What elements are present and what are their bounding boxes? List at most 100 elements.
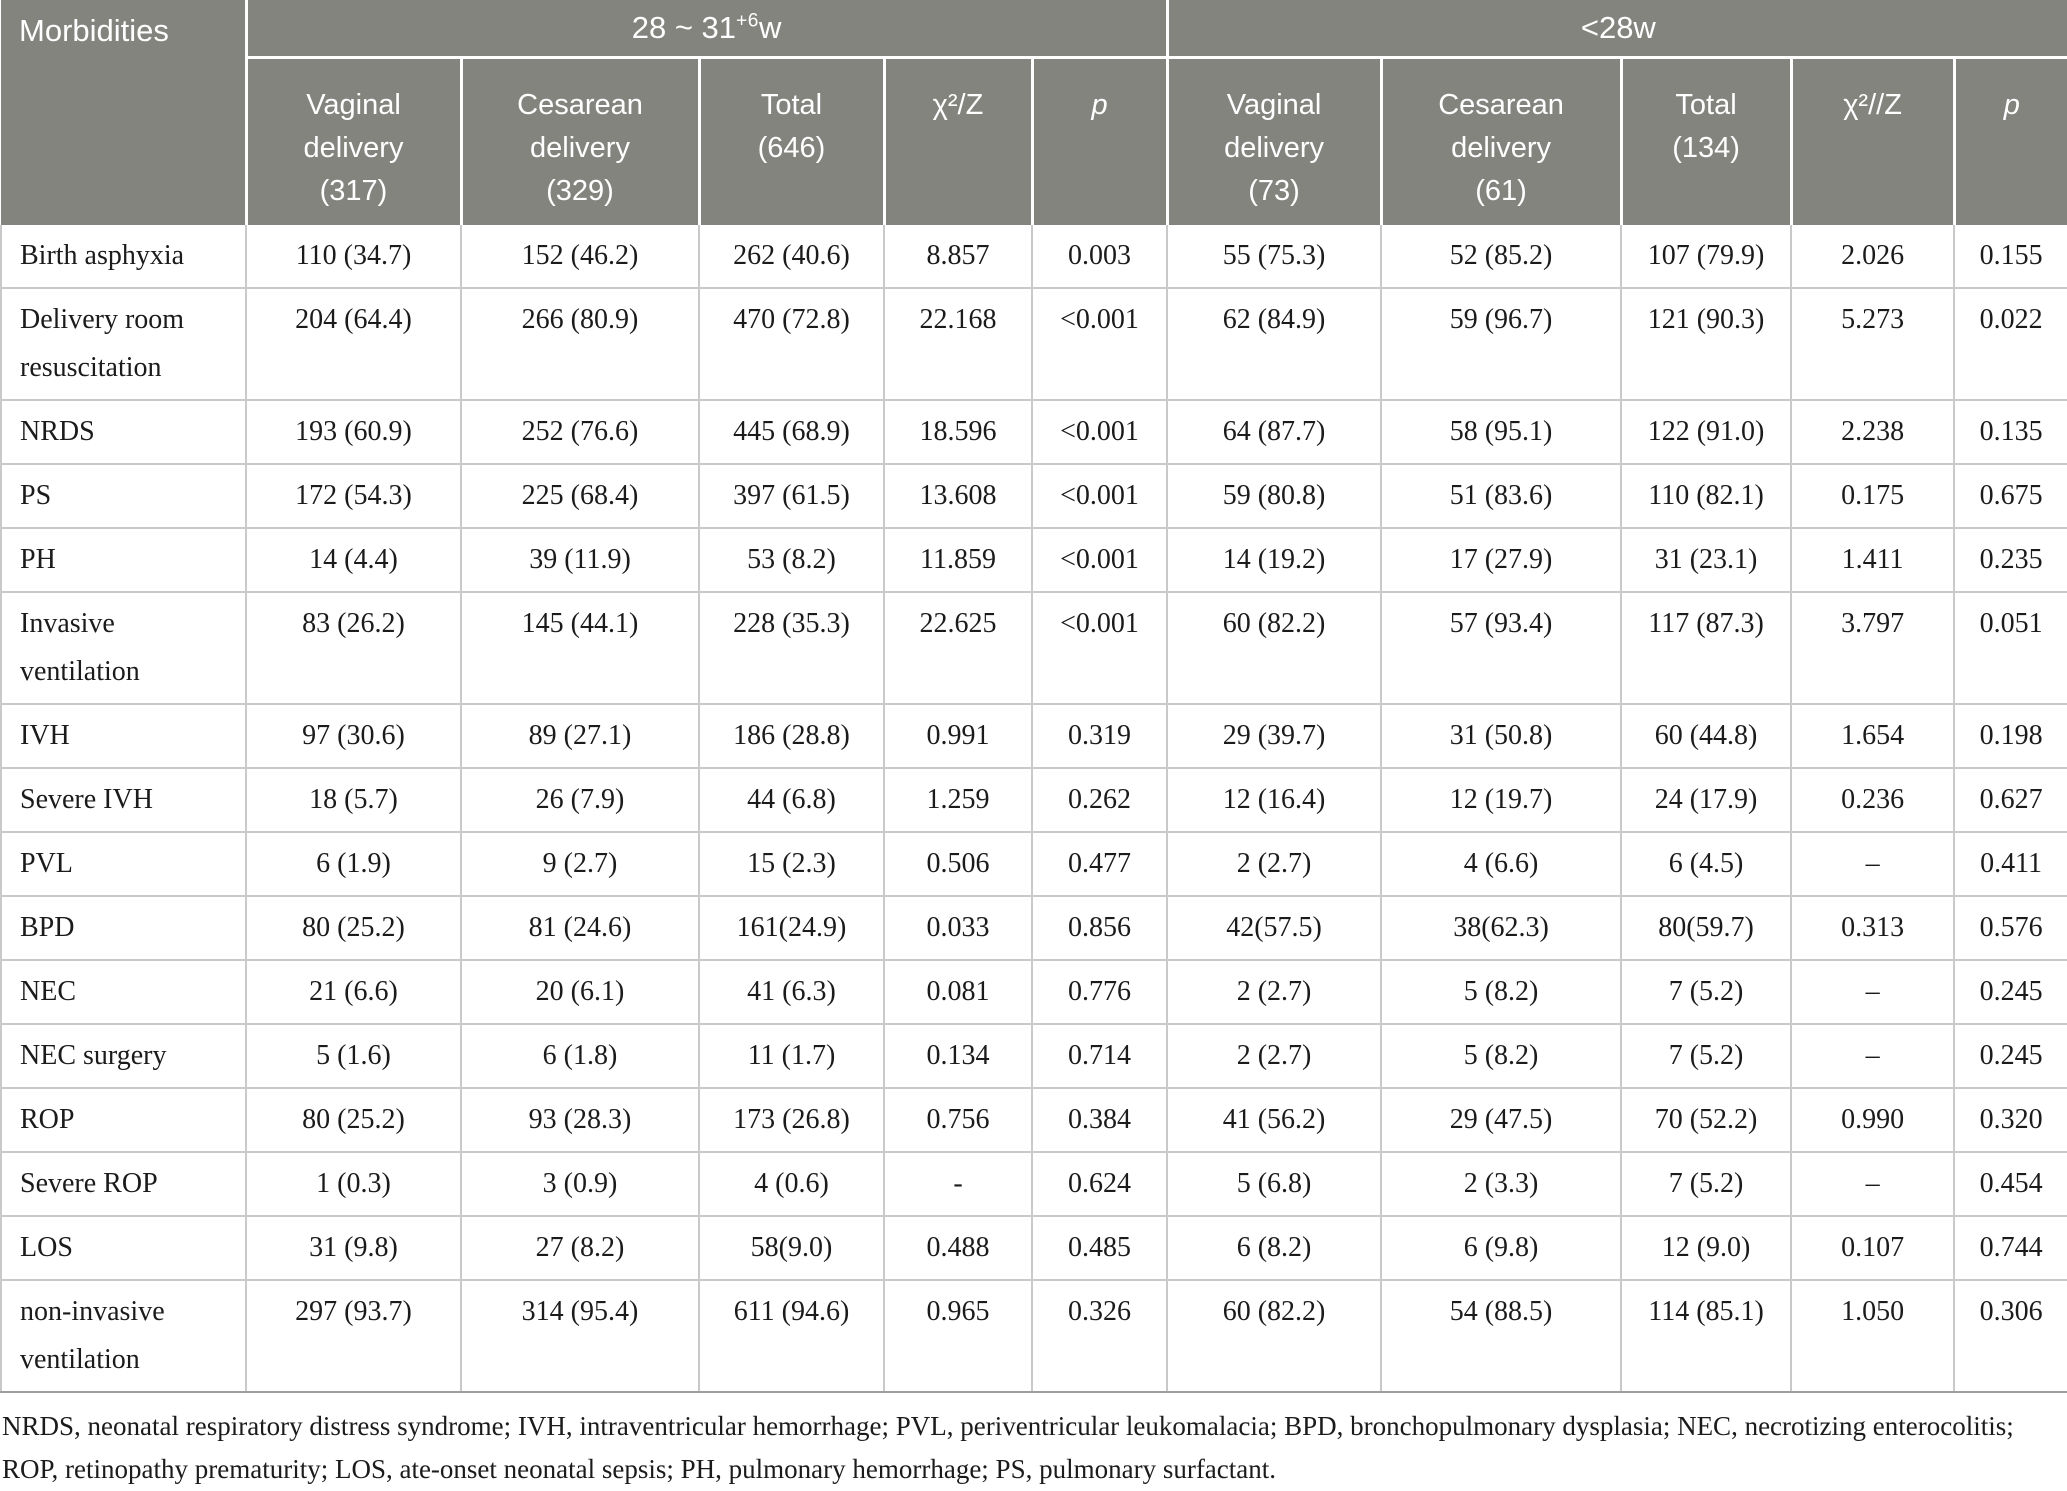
data-cell: 51 (83.6) <box>1380 464 1622 529</box>
data-cell: 6 (8.2) <box>1166 1216 1382 1281</box>
data-cell: 80 (25.2) <box>245 1088 461 1153</box>
data-cell: 4 (6.6) <box>1380 832 1622 897</box>
table-row: non-invasive ventilation 297 (93.7) 314 (9… <box>0 1280 2067 1393</box>
row-label: Invasive ventilation <box>0 592 246 705</box>
data-cell: 0.411 <box>1953 832 2067 897</box>
data-cell: 70 (52.2) <box>1620 1088 1792 1153</box>
data-cell: 80(59.7) <box>1620 896 1792 961</box>
data-cell: 0.175 <box>1790 464 1955 529</box>
data-cell: 445 (68.9) <box>698 400 884 465</box>
col-header-p-group1: p <box>1030 57 1168 225</box>
data-cell: 0.384 <box>1030 1088 1168 1153</box>
data-cell: 0.313 <box>1790 896 1955 961</box>
data-cell: 0.081 <box>883 960 1032 1025</box>
data-cell: 81 (24.6) <box>460 896 699 961</box>
data-cell: 117 (87.3) <box>1620 592 1792 705</box>
data-cell: 8.857 <box>883 225 1032 289</box>
data-cell: <0.001 <box>1030 288 1168 401</box>
data-cell: 0.506 <box>883 832 1032 897</box>
group1-label-tail: w <box>758 9 782 45</box>
data-cell: 0.022 <box>1953 288 2067 401</box>
table-row: Delivery room resuscitation 204 (64.4) 266… <box>0 288 2067 401</box>
data-cell: 31 (23.1) <box>1620 528 1792 593</box>
data-cell: 12 (19.7) <box>1380 768 1622 833</box>
data-cell: 0.155 <box>1953 225 2067 289</box>
table-body: Birth asphyxia 110 (34.7) 152 (46.2) 262 (4… <box>0 225 2067 1393</box>
data-cell: 60 (44.8) <box>1620 704 1792 769</box>
data-cell: 314 (95.4) <box>460 1280 699 1393</box>
data-cell: 114 (85.1) <box>1620 1280 1792 1393</box>
data-cell: 0.744 <box>1953 1216 2067 1281</box>
group1-label-superscript: +6 <box>736 10 759 32</box>
table-row: Severe ROP 1 (0.3) 3 (0.9) 4 (0.6) -0.624 5 (… <box>0 1152 2067 1217</box>
data-cell: 18 (5.7) <box>245 768 461 833</box>
data-cell: 0.477 <box>1030 832 1168 897</box>
data-cell: 0.198 <box>1953 704 2067 769</box>
data-cell: 0.627 <box>1953 768 2067 833</box>
group-header-28-31w: 28 ~ 31+6w <box>244 0 1168 59</box>
data-cell: 14 (4.4) <box>245 528 461 593</box>
data-cell: 4 (0.6) <box>698 1152 884 1217</box>
morbidities-table: Morbidities 28 ~ 31+6w <28w Vaginal deli… <box>0 0 2067 1393</box>
row-label: BPD <box>0 896 246 961</box>
data-cell: - <box>883 1152 1032 1217</box>
data-cell: 2.238 <box>1790 400 1955 465</box>
data-cell: 0.326 <box>1030 1280 1168 1393</box>
header-subhead-row: Vaginal delivery (317) Cesarean delivery… <box>1 57 2067 225</box>
data-cell: 3 (0.9) <box>460 1152 699 1217</box>
data-cell: 39 (11.9) <box>460 528 699 593</box>
data-cell: 22.625 <box>883 592 1032 705</box>
data-cell: 186 (28.8) <box>698 704 884 769</box>
col-header-cesarean-delivery-61: Cesarean delivery (61) <box>1379 57 1622 225</box>
data-cell: 110 (82.1) <box>1620 464 1792 529</box>
data-cell: – <box>1790 1152 1955 1217</box>
header-group-row: Morbidities 28 ~ 31+6w <28w <box>1 0 2067 225</box>
data-cell: 110 (34.7) <box>245 225 461 289</box>
data-cell: 0.235 <box>1953 528 2067 593</box>
data-cell: – <box>1790 960 1955 1025</box>
col-header-vaginal-delivery-73: Vaginal delivery (73) <box>1165 57 1382 225</box>
table-row: NEC 21 (6.6) 20 (6.1) 41 (6.3) 0.081 0.776 2 (… <box>0 960 2067 1025</box>
data-cell: 52 (85.2) <box>1380 225 1622 289</box>
data-cell: 2 (2.7) <box>1166 1024 1382 1089</box>
data-cell: 1.411 <box>1790 528 1955 593</box>
data-cell: 42(57.5) <box>1166 896 1382 961</box>
data-cell: <0.001 <box>1030 592 1168 705</box>
data-cell: 0.990 <box>1790 1088 1955 1153</box>
row-label: ROP <box>0 1088 246 1153</box>
data-cell: – <box>1790 832 1955 897</box>
col-header-cesarean-delivery-329: Cesarean delivery (329) <box>459 57 699 225</box>
data-cell: 0.756 <box>883 1088 1032 1153</box>
data-cell: 0.236 <box>1790 768 1955 833</box>
data-cell: 41 (6.3) <box>698 960 884 1025</box>
row-label: Delivery room resuscitation <box>0 288 246 401</box>
data-cell: 17 (27.9) <box>1380 528 1622 593</box>
data-cell: 0.714 <box>1030 1024 1168 1089</box>
data-cell: 5 (1.6) <box>245 1024 461 1089</box>
group-header-under-28w: <28w <box>1165 0 2067 59</box>
data-cell: 11.859 <box>883 528 1032 593</box>
data-cell: 0.134 <box>883 1024 1032 1089</box>
data-cell: – <box>1790 1024 1955 1089</box>
col-header-vaginal-delivery-317: Vaginal delivery (317) <box>244 57 461 225</box>
table-row: BPD 80 (25.2) 81 (24.6) 161(24.9) 0.033 0.856… <box>0 896 2067 961</box>
data-cell: 97 (30.6) <box>245 704 461 769</box>
col-header-total-134: Total (134) <box>1619 57 1792 225</box>
data-cell: 2 (2.7) <box>1166 832 1382 897</box>
data-cell: 0.991 <box>883 704 1032 769</box>
data-cell: 0.965 <box>883 1280 1032 1393</box>
data-cell: 172 (54.3) <box>245 464 461 529</box>
data-cell: 7 (5.2) <box>1620 1152 1792 1217</box>
row-label: non-invasive ventilation <box>0 1280 246 1393</box>
data-cell: 44 (6.8) <box>698 768 884 833</box>
data-cell: 59 (96.7) <box>1380 288 1622 401</box>
data-cell: 29 (47.5) <box>1380 1088 1622 1153</box>
table-row: ROP 80 (25.2) 93 (28.3) 173 (26.8) 0.756 0.38… <box>0 1088 2067 1153</box>
data-cell: 18.596 <box>883 400 1032 465</box>
data-cell: 0.856 <box>1030 896 1168 961</box>
row-label: Severe IVH <box>0 768 246 833</box>
data-cell: 27 (8.2) <box>460 1216 699 1281</box>
data-cell: 57 (93.4) <box>1380 592 1622 705</box>
data-cell: 60 (82.2) <box>1166 592 1382 705</box>
data-cell: 11 (1.7) <box>698 1024 884 1089</box>
